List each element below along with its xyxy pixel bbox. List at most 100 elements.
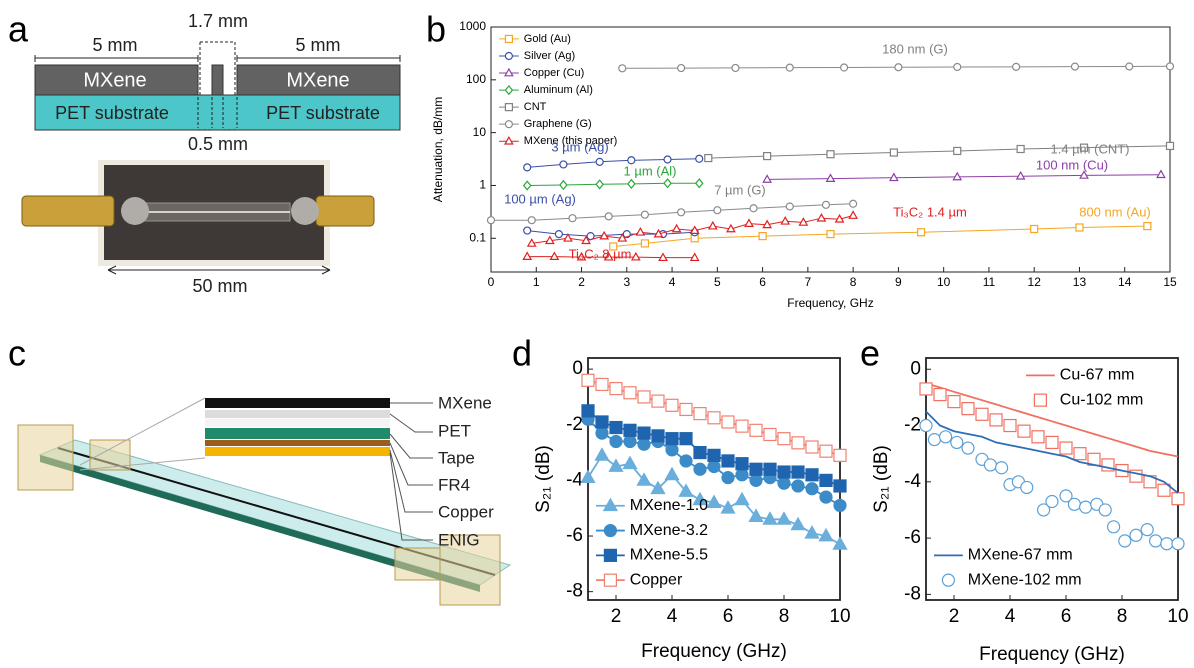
y-tick-label: 0 xyxy=(572,358,583,379)
marker xyxy=(762,219,773,229)
legend-marker xyxy=(504,51,513,61)
marker xyxy=(707,448,721,462)
marker xyxy=(776,511,792,525)
marker xyxy=(720,500,736,514)
x-tick-label: 0 xyxy=(488,275,495,289)
marker xyxy=(1125,62,1134,71)
marker xyxy=(919,418,933,433)
y-tick-label: 0 xyxy=(910,358,921,379)
marker xyxy=(805,482,819,496)
legend-marker xyxy=(603,548,618,562)
y-tick-label: 10 xyxy=(473,125,487,139)
marker xyxy=(1070,62,1080,71)
x-tick-label: 3 xyxy=(623,275,630,289)
marker xyxy=(658,252,668,262)
y-tick-label: -4 xyxy=(904,471,921,492)
y-tick-label: -2 xyxy=(566,414,583,435)
marker xyxy=(819,473,833,487)
connector-block xyxy=(89,439,131,471)
marker xyxy=(777,465,791,479)
marker xyxy=(735,419,749,433)
legend-label: Cu-102 mm xyxy=(1060,391,1144,408)
marker xyxy=(994,461,1009,475)
marker xyxy=(664,466,680,481)
marker xyxy=(1030,224,1039,234)
marker xyxy=(1045,494,1059,509)
marker xyxy=(595,377,609,392)
marker xyxy=(983,458,998,472)
x-tick-label: 15 xyxy=(1163,275,1177,289)
marker xyxy=(653,228,664,238)
marker xyxy=(1098,503,1112,517)
plot-frame xyxy=(925,357,1179,601)
marker xyxy=(805,468,819,482)
marker xyxy=(791,436,805,450)
marker xyxy=(603,251,614,261)
connector-block xyxy=(394,547,441,581)
legend-label: Cu-67 mm xyxy=(1060,367,1135,384)
marker xyxy=(665,443,679,457)
legend-label: Gold (Au) xyxy=(524,33,571,45)
marker xyxy=(1106,520,1121,534)
marker xyxy=(805,440,819,454)
x-tick-label: 4 xyxy=(667,606,678,627)
marker xyxy=(749,473,763,487)
x-tick-label: 7 xyxy=(805,275,812,289)
marker xyxy=(1129,528,1143,542)
x-tick-label: 11 xyxy=(983,275,996,289)
marker xyxy=(1015,170,1026,180)
marker xyxy=(749,423,763,437)
marker xyxy=(523,163,532,172)
marker xyxy=(704,153,713,163)
marker xyxy=(975,407,989,421)
marker xyxy=(665,432,679,446)
marker xyxy=(819,444,833,458)
marker xyxy=(522,180,532,191)
marker xyxy=(735,457,749,471)
x-tick-label: 2 xyxy=(578,275,585,289)
marker xyxy=(734,491,750,506)
dimension-line xyxy=(34,55,401,62)
annotation: 7 µm (G) xyxy=(714,182,766,197)
marker xyxy=(559,179,568,191)
annotation: 1 µm (Al) xyxy=(624,163,677,178)
legend-marker xyxy=(602,497,619,512)
marker xyxy=(1017,424,1031,438)
mxene-layer xyxy=(236,64,401,96)
legend-marker xyxy=(504,103,513,112)
marker xyxy=(1045,435,1059,450)
y-axis-label: Attenuation, dB/mm xyxy=(431,97,445,202)
marker xyxy=(889,148,898,157)
device-photo: 50 mm xyxy=(21,160,375,296)
marker xyxy=(1020,480,1034,495)
marker xyxy=(1031,430,1045,444)
y-tick-label: -8 xyxy=(904,583,921,604)
marker xyxy=(563,233,573,242)
x-tick-label: 12 xyxy=(1028,275,1042,289)
marker xyxy=(790,516,806,531)
legend-marker xyxy=(1033,393,1048,407)
marker xyxy=(694,178,704,189)
marker xyxy=(1003,418,1017,433)
marker xyxy=(549,251,560,261)
marker xyxy=(735,468,749,482)
marker xyxy=(707,411,721,425)
marker xyxy=(692,491,708,506)
marker xyxy=(1011,62,1021,71)
panel-label: c xyxy=(8,333,26,374)
marker xyxy=(888,172,899,182)
dimension: 5 mm xyxy=(296,35,341,55)
marker xyxy=(816,212,827,222)
marker xyxy=(604,212,613,221)
marker xyxy=(749,204,758,213)
x-tick-label: 8 xyxy=(1117,606,1128,627)
marker xyxy=(819,490,833,504)
y-axis-label: S₂₁ (dB) xyxy=(871,445,892,513)
marker xyxy=(617,233,628,242)
marker xyxy=(595,426,609,440)
marker xyxy=(609,434,623,449)
y-tick-label: 1000 xyxy=(459,19,486,33)
solder xyxy=(121,197,149,225)
y-tick-label: -6 xyxy=(566,525,583,546)
marker xyxy=(763,151,772,161)
